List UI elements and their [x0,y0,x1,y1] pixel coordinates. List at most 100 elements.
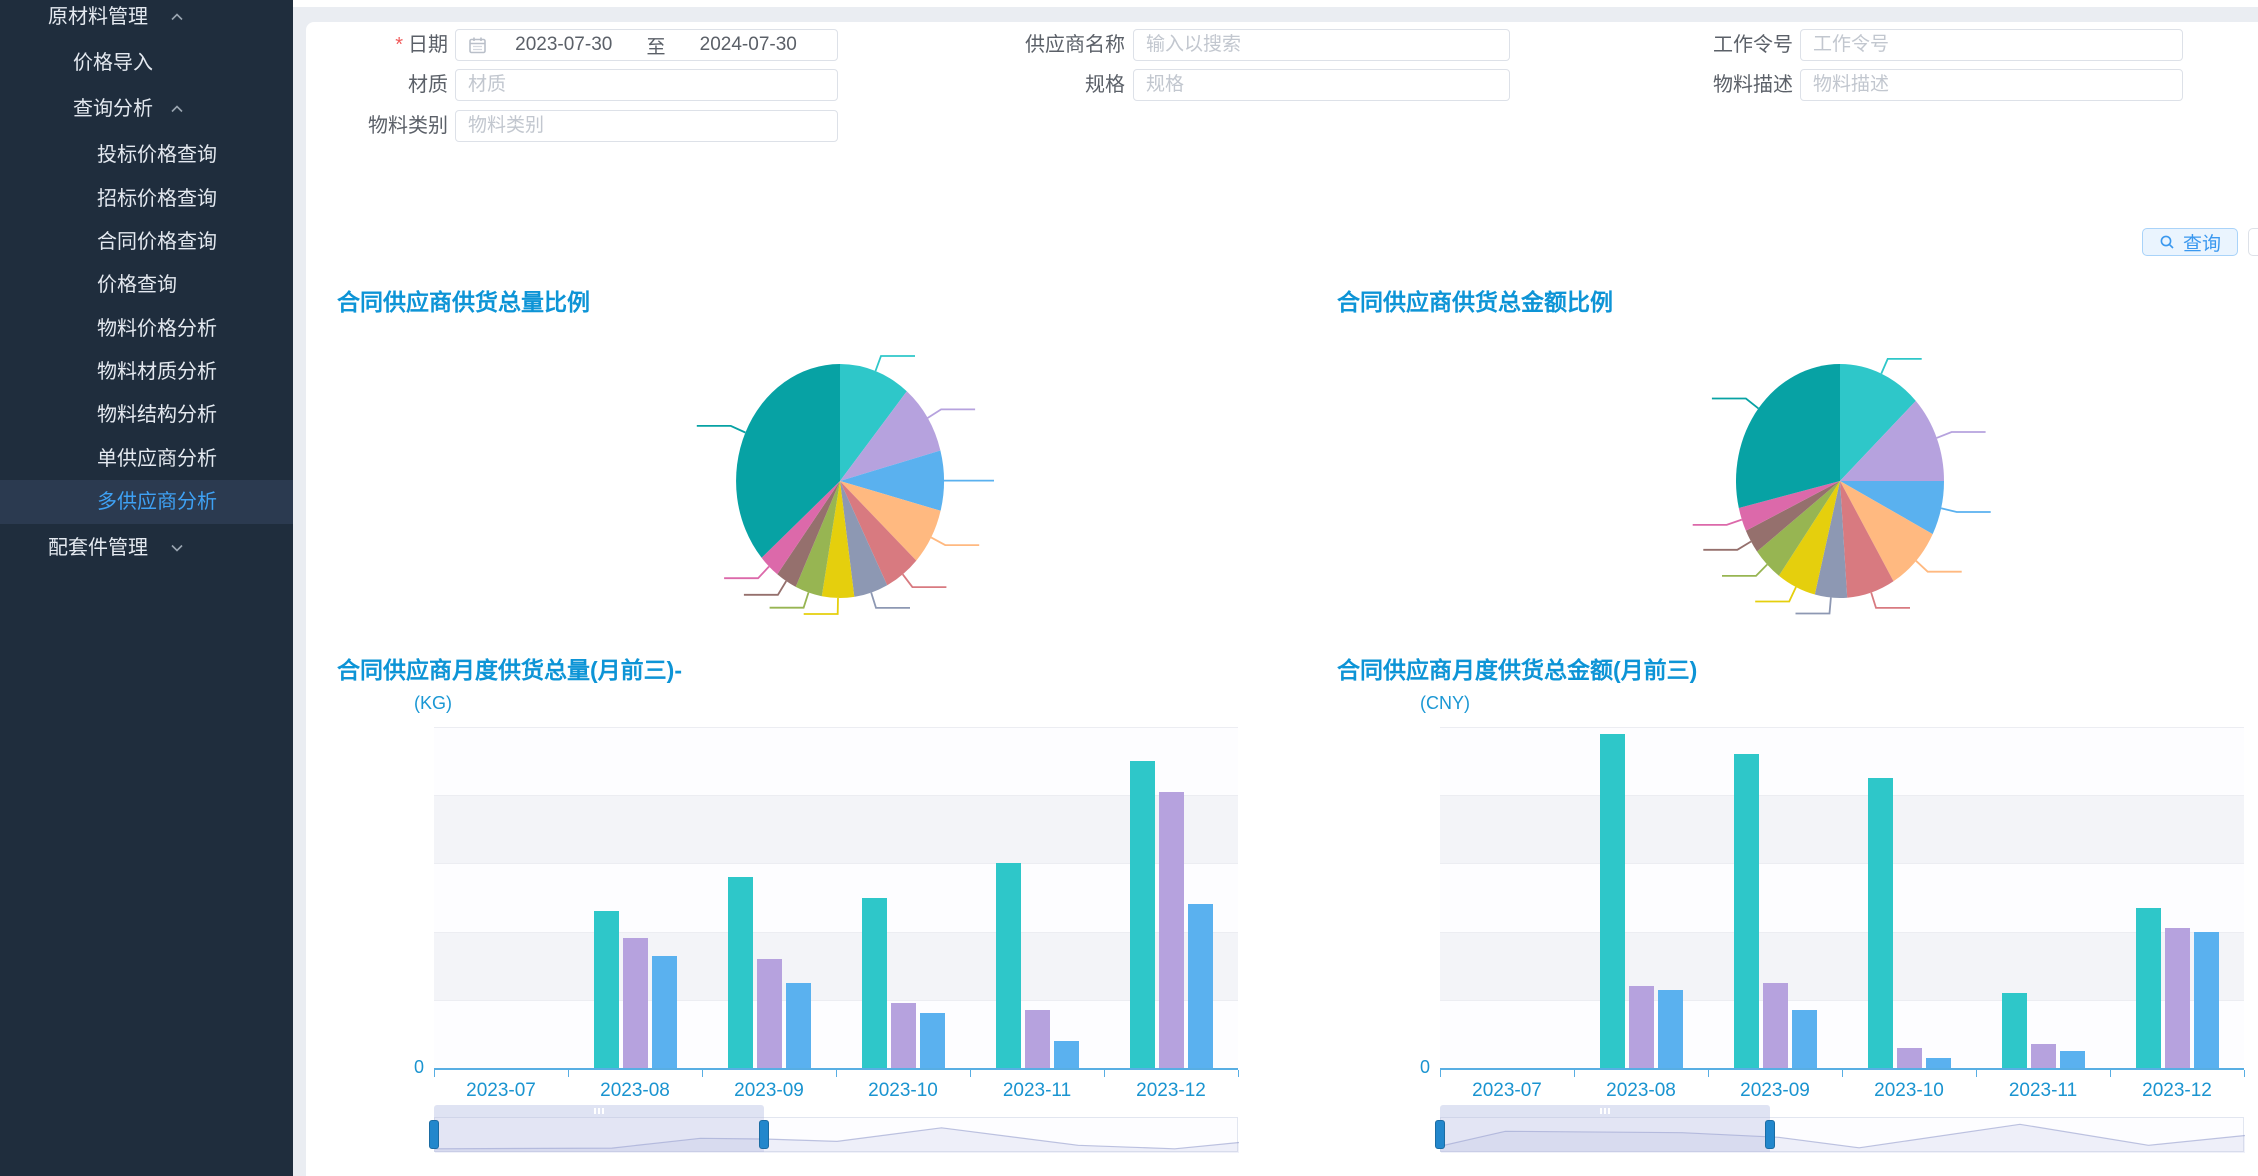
pie-slice[interactable] [840,481,941,561]
pie-slice[interactable] [840,364,907,481]
pie-slice[interactable] [1840,400,1944,481]
bar[interactable] [1791,1010,1817,1068]
x-axis-label: 2023-10 [868,1080,938,1101]
pie-slice[interactable] [777,481,840,587]
sidebar-item-label: 合同价格查询 [97,231,217,253]
pie-slice[interactable] [840,481,888,597]
pie-slice[interactable] [1778,481,1840,595]
date-end-value[interactable]: 2024-07-30 [699,34,797,55]
datazoom-left-handle[interactable] [1435,1120,1445,1149]
bar[interactable] [593,911,619,1068]
bar[interactable] [2164,928,2190,1068]
bar[interactable] [995,863,1021,1068]
bar[interactable] [651,955,677,1068]
pie-slice[interactable] [795,481,840,597]
pie-label-leader-line [1703,540,1752,551]
work-order-input[interactable] [1800,29,2183,61]
bar[interactable] [1129,761,1155,1068]
x-axis-tick [970,1070,971,1077]
bar[interactable] [2193,931,2219,1068]
pie-slice[interactable] [840,391,941,481]
pie-slice[interactable] [1745,481,1840,552]
secondary-button-partial[interactable] [2248,228,2258,256]
material-desc-input[interactable] [1800,69,2183,101]
bar[interactable] [1599,733,1625,1068]
bar[interactable] [2030,1044,2056,1068]
bar[interactable] [1867,778,1893,1068]
bar[interactable] [622,938,648,1068]
date-range-input[interactable]: 2023-07-30 至 2024-07-30 [455,29,838,61]
pie-slice[interactable] [1738,481,1840,531]
sidebar-item-6[interactable]: 价格查询 [0,263,293,307]
bar[interactable] [1024,1010,1050,1068]
pie-label-leader-line [1880,357,1922,374]
bar[interactable] [1187,904,1213,1068]
sidebar-item-8[interactable]: 物料材质分析 [0,350,293,394]
datazoom-selection[interactable] [434,1117,764,1152]
bar[interactable] [890,1003,916,1068]
pie-slice[interactable] [821,481,855,599]
datazoom-selection[interactable] [1440,1117,1770,1152]
bar[interactable] [1628,986,1654,1068]
pie-slice[interactable] [761,481,840,575]
bar[interactable] [919,1013,945,1068]
grid-band [1440,863,2244,932]
query-button[interactable]: 查询 [2142,228,2238,256]
bar[interactable] [756,958,782,1068]
sidebar-item-11[interactable]: 多供应商分析 [0,480,293,524]
sidebar-item-label: 配套件管理 [48,537,148,559]
sidebar-item-4[interactable]: 招标价格查询 [0,177,293,221]
bar[interactable] [861,897,887,1068]
datazoom-selection-header[interactable] [1440,1105,1770,1117]
bar[interactable] [785,982,811,1068]
date-start-value[interactable]: 2023-07-30 [515,34,613,55]
pie-slice[interactable] [736,364,840,558]
bar[interactable] [1733,754,1759,1068]
sidebar-item-2[interactable]: 查询分析 [0,87,293,131]
bar[interactable] [1925,1057,1951,1068]
bar[interactable] [1896,1047,1922,1068]
sidebar-item-9[interactable]: 物料结构分析 [0,393,293,437]
bar[interactable] [2135,907,2161,1068]
datazoom-track[interactable] [1440,1117,2245,1153]
pie-slice[interactable] [1840,481,1944,535]
sidebar-item-0[interactable]: 原材料管理 [0,0,293,39]
sidebar-item-7[interactable]: 物料价格分析 [0,307,293,351]
datazoom-slider-qty[interactable] [429,1105,1239,1153]
pie-slice[interactable] [840,450,945,511]
supplier-input[interactable] [1133,29,1510,61]
pie-slice[interactable] [1814,481,1848,598]
bar[interactable] [1657,989,1683,1068]
datazoom-right-handle[interactable] [758,1120,769,1149]
material-category-input[interactable] [455,110,838,142]
bar[interactable] [1762,982,1788,1068]
datazoom-slider-amount[interactable] [1435,1105,2245,1153]
datazoom-selection-header[interactable] [434,1105,764,1117]
sidebar-item-3[interactable]: 投标价格查询 [0,133,293,177]
pie-slice[interactable] [1840,481,1894,598]
bar[interactable] [1158,791,1184,1068]
pie-slice[interactable] [840,481,917,586]
bar[interactable] [1053,1040,1079,1068]
pie-label-leader-line [1936,431,1986,439]
x-axis-tick [1440,1070,1441,1077]
sidebar-item-5[interactable]: 合同价格查询 [0,220,293,264]
sidebar-item-10[interactable]: 单供应商分析 [0,437,293,481]
pie-slice[interactable] [1735,364,1840,508]
sidebar-item-12[interactable]: 配套件管理 [0,526,293,570]
y-axis-zero-label: 0 [413,1057,424,1077]
bar[interactable] [2059,1050,2085,1068]
pie-slice[interactable] [1840,364,1916,481]
pie-label-leader-line [1870,592,1910,609]
x-axis-label: 2023-12 [2142,1080,2212,1101]
bar[interactable] [727,877,753,1068]
pie-slice[interactable] [1840,481,1933,582]
sidebar-item-1[interactable]: 价格导入 [0,41,293,85]
material-input[interactable] [455,69,838,101]
spec-input[interactable] [1133,69,1510,101]
datazoom-track[interactable] [434,1117,1239,1153]
datazoom-right-handle[interactable] [1764,1120,1775,1149]
datazoom-left-handle[interactable] [429,1120,439,1149]
pie-slice[interactable] [1757,481,1840,576]
bar[interactable] [2001,993,2027,1068]
